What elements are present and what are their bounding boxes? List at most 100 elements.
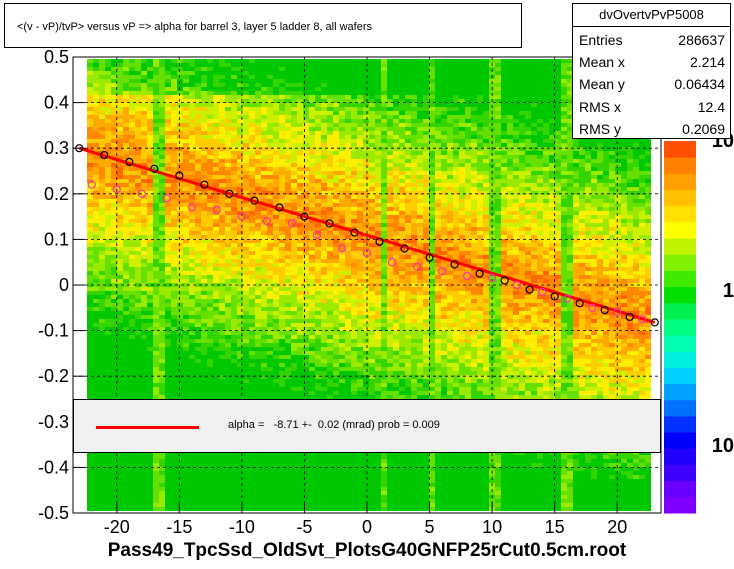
profile-point-magenta	[362, 248, 372, 258]
colorbar-cell	[664, 399, 696, 417]
profile-point-black	[225, 189, 234, 198]
profile-point-black	[325, 219, 334, 228]
stat-label: Mean x	[579, 54, 625, 70]
colorbar-cell	[664, 464, 696, 482]
profile-point-black	[175, 171, 184, 180]
x-axis-label: Pass49_TpcSsd_OldSvt_PlotsG40GNFP25rCut0…	[107, 540, 627, 561]
colorbar-cell	[664, 157, 696, 174]
profile-point-magenta	[563, 294, 572, 303]
profile-point-black	[450, 260, 459, 269]
x-tick-label: 5	[425, 517, 435, 537]
profile-point-magenta	[212, 205, 221, 214]
profile-point-black	[475, 269, 484, 278]
y-tick-label: 0.5	[44, 47, 69, 67]
profile-point-black	[375, 237, 384, 246]
profile-point-black	[525, 285, 534, 294]
y-tick-label: 0	[59, 275, 69, 295]
chart-title: <(v - vP)/tvP> versus vP => alpha for ba…	[17, 21, 373, 33]
colorbar-cell	[664, 270, 696, 288]
colorbar-cell	[664, 286, 696, 304]
profile-point-black	[125, 157, 134, 166]
stat-label: Mean y	[579, 76, 625, 92]
profile-point-black	[550, 292, 559, 301]
profile-point-magenta	[162, 194, 171, 203]
profile-point-magenta	[538, 287, 547, 296]
profile-point-magenta	[287, 219, 297, 228]
stats-box: dvOvertvPvP5008 Entries 286637 Mean x 2.…	[572, 3, 731, 139]
legend-line-swatch	[96, 426, 199, 429]
y-tick-label: 0.4	[44, 93, 69, 113]
colorbar-cell	[664, 173, 696, 191]
profile-point-magenta	[462, 271, 472, 280]
colorbar-cell	[664, 302, 696, 320]
colorbar-cell	[664, 238, 696, 255]
profile-point-black	[275, 203, 284, 212]
fit-legend: alpha = -8.71 +- 0.02 (mrad) prob = 0.00…	[73, 399, 661, 453]
colorbar-cell	[664, 141, 696, 158]
profile-point-black	[650, 318, 659, 327]
colorbar-cell	[664, 221, 696, 239]
profile-point-black	[100, 150, 109, 160]
stat-value: 12.4	[697, 99, 725, 115]
profile-point-magenta	[412, 262, 422, 271]
y-tick-label: -0.1	[38, 321, 69, 341]
profile-point-magenta	[387, 258, 397, 267]
y-tick-label: -0.2	[38, 366, 69, 386]
colorbar-cell	[664, 432, 696, 449]
profile-point-magenta	[312, 230, 322, 239]
colorbar-cell	[664, 335, 696, 352]
title-box: <(v - vP)/tvP> versus vP => alpha for ba…	[4, 3, 522, 48]
x-tick-label: 15	[545, 517, 565, 537]
x-tick-label: -20	[104, 517, 130, 537]
axes: -20 -15 -10 -5 0 5 10 15 20 -0.5 -0.4 -0.3 -0.2 -0.1 0…	[38, 47, 627, 537]
colorbar-cell	[664, 496, 696, 514]
colorbar-cell	[664, 254, 696, 271]
profile-point-magenta	[87, 180, 96, 189]
colorbar-cell	[664, 189, 696, 207]
profile-point-black	[200, 180, 209, 189]
stat-value: 0.06434	[674, 76, 725, 92]
y-tick-label: 0.3	[44, 138, 69, 158]
profile-point-black	[575, 299, 584, 308]
legend-text: alpha = -8.71 +- 0.02 (mrad) prob = 0.00…	[228, 419, 440, 431]
y-tick-label: -0.5	[38, 503, 69, 523]
colorbar-cell	[664, 367, 696, 385]
colorbar-cell	[664, 351, 696, 368]
profile-point-black	[350, 228, 359, 237]
profile-point-magenta	[237, 212, 246, 221]
stat-value: 2.214	[689, 54, 725, 70]
stat-value: 0.2069	[682, 121, 725, 137]
profile-point-black	[500, 276, 509, 285]
stat-label: RMS x	[579, 99, 621, 115]
y-tick-label: 0.1	[44, 229, 69, 249]
y-tick-label: -0.3	[38, 412, 69, 432]
x-tick-label: 0	[362, 517, 372, 537]
colorbar-cell	[664, 448, 696, 465]
fit-line	[78, 146, 656, 324]
colorbar-label: 10	[712, 435, 734, 457]
fit-line-layer	[78, 146, 656, 324]
profile-point-magenta	[488, 274, 497, 283]
profile-point-magenta	[337, 244, 347, 253]
profile-point-magenta	[437, 267, 447, 276]
profile-point-magenta	[137, 189, 146, 198]
profile-point-black	[250, 196, 259, 205]
stats-title: dvOvertvPvP5008	[573, 7, 730, 27]
colorbar-cell	[664, 415, 696, 433]
profile-point-black	[425, 253, 434, 262]
profile-point-black	[600, 305, 609, 315]
profile-point-black	[150, 164, 159, 173]
profile-point-black	[625, 312, 634, 322]
profile-point-magenta	[187, 203, 196, 212]
y-tick-label: -0.4	[38, 457, 69, 477]
profile-point-magenta	[588, 303, 597, 312]
colorbar-cell	[664, 383, 696, 401]
profile-point-magenta	[513, 280, 522, 290]
x-tick-label: -5	[296, 517, 312, 537]
profile-points	[75, 144, 659, 327]
stat-value: 286637	[678, 32, 725, 48]
profile-point-magenta	[613, 308, 622, 317]
colorbar-label: 1	[723, 280, 734, 302]
colorbar-cell	[664, 205, 696, 223]
